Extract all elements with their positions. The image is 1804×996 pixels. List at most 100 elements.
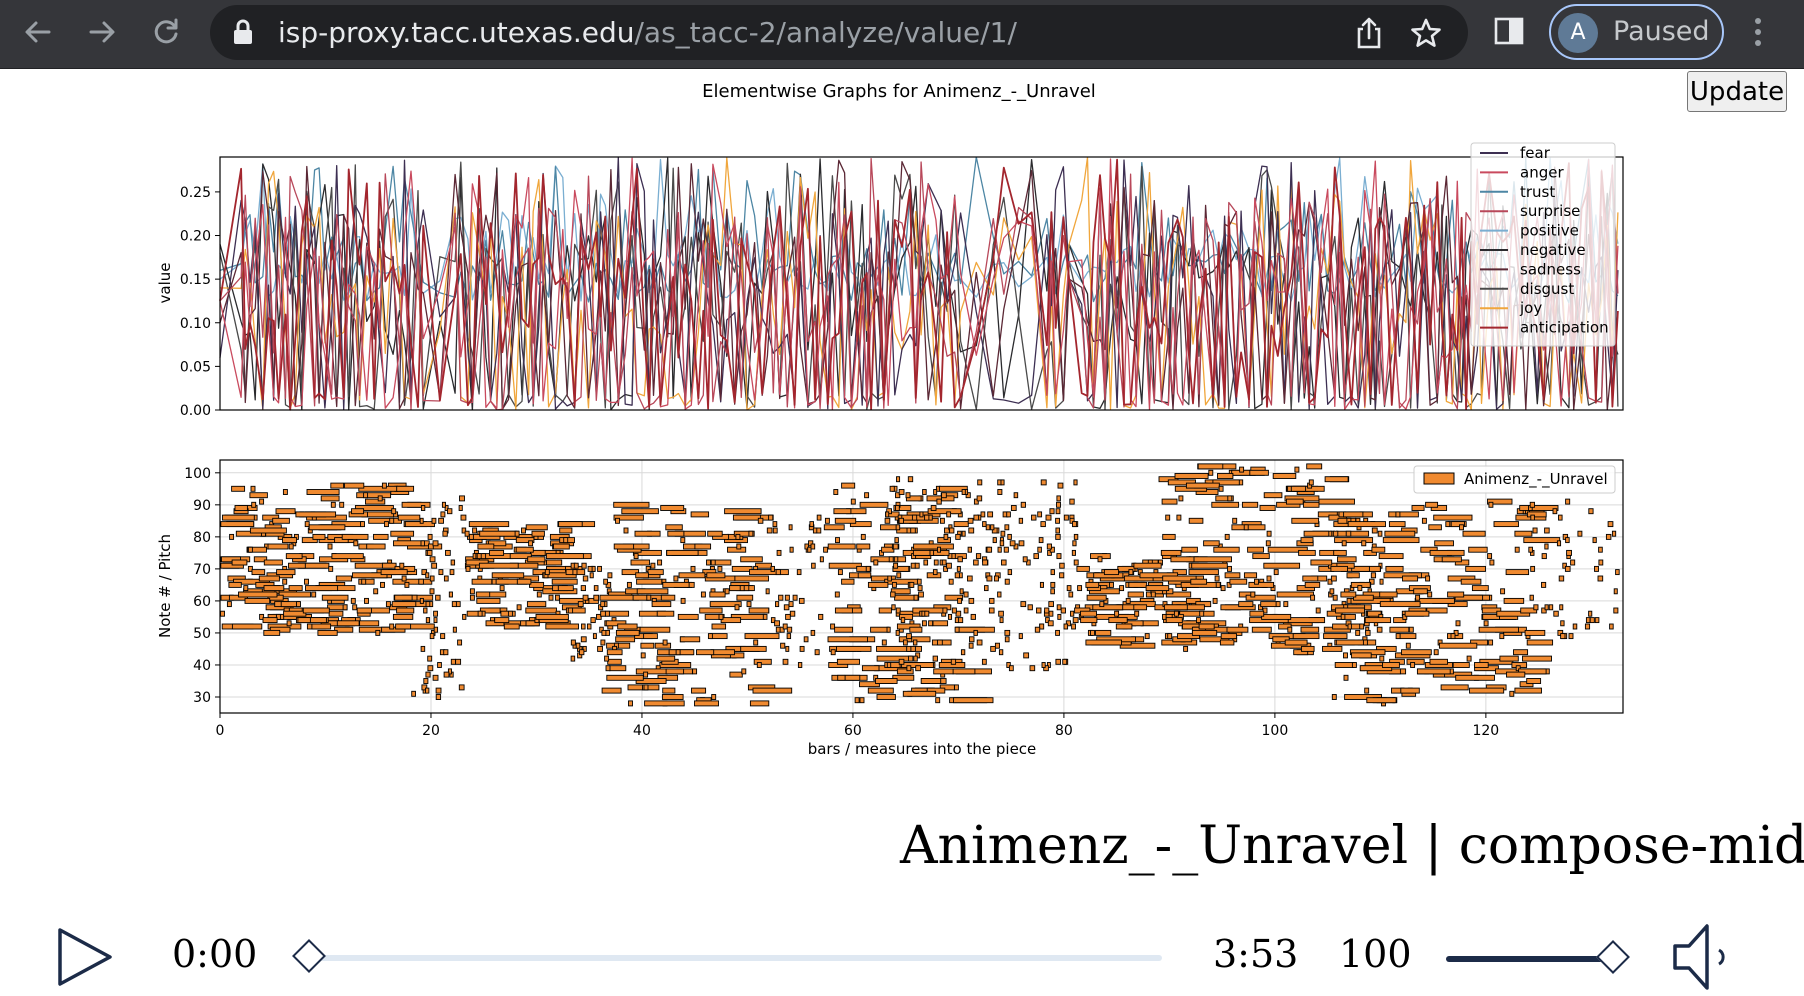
pitch-note — [650, 562, 656, 569]
pitch-note — [954, 572, 960, 579]
pitch-note — [699, 607, 723, 614]
pitch-note — [1588, 508, 1594, 515]
pitch-note — [1050, 588, 1055, 595]
mute-button[interactable] — [1672, 922, 1732, 992]
pitch-note — [1177, 633, 1200, 640]
pitch-note — [735, 533, 741, 540]
profile-button[interactable]: A Paused — [1549, 4, 1724, 60]
pitch-note — [1006, 511, 1011, 518]
pitch-note — [1191, 562, 1228, 569]
pitch-note — [1509, 690, 1515, 697]
pitch-note — [1565, 537, 1570, 544]
pitch-note — [998, 610, 1004, 617]
top-plot-frame — [219, 156, 1624, 411]
share-icon[interactable] — [1355, 17, 1383, 53]
pitch-note — [952, 668, 976, 675]
pitch-note — [1224, 572, 1241, 579]
pitch-note — [1045, 617, 1050, 624]
pitch-note — [1018, 633, 1023, 640]
pitch-note — [680, 597, 686, 604]
pitch-note — [515, 546, 534, 553]
pitch-scatter-plot: 30 40 50 60 70 80 90 100 0 20 40 60 80 100 120 Note #… — [156, 459, 1624, 758]
pitch-note — [677, 613, 699, 620]
pitch-note — [267, 543, 289, 550]
pitch-note — [278, 591, 311, 598]
address-bar[interactable]: isp-proxy.tacc.utexas.edu/as_tacc-2/anal… — [210, 5, 1468, 60]
volume-slider-thumb[interactable] — [1596, 940, 1630, 974]
volume-slider[interactable] — [1446, 956, 1606, 962]
pitch-note — [283, 610, 307, 617]
pitch-note — [458, 684, 465, 691]
pitch-note — [1290, 485, 1307, 492]
pitch-note — [438, 569, 444, 576]
pitch-note — [392, 578, 433, 585]
pitch-note — [304, 521, 310, 528]
lock-icon[interactable] — [232, 19, 254, 49]
pitch-note — [844, 674, 861, 681]
pitch-note — [833, 508, 852, 515]
emotion-series-lines — [219, 156, 1619, 411]
pitch-note — [1414, 597, 1455, 604]
pitch-note — [328, 565, 334, 572]
pitch-note — [1335, 607, 1365, 614]
play-button[interactable] — [56, 927, 114, 987]
pitch-note — [1260, 601, 1279, 608]
update-button[interactable]: Update — [1687, 71, 1787, 112]
back-arrow-icon[interactable] — [18, 12, 58, 52]
pitch-note — [960, 649, 966, 656]
pitch-note — [783, 604, 790, 611]
bottom-y-ticks: 30 40 50 60 70 80 90 100 — [184, 466, 220, 706]
pitch-note — [1033, 553, 1039, 560]
volume-value: 100 — [1339, 932, 1412, 976]
pitch-note — [1185, 482, 1220, 489]
pitch-note — [460, 514, 467, 521]
pitch-note — [867, 581, 889, 588]
pitch-note — [643, 684, 649, 691]
pitch-note — [665, 668, 685, 675]
pitch-note — [982, 559, 988, 566]
pitch-note — [1259, 505, 1276, 511]
pitch-note — [596, 613, 602, 620]
pitch-note — [870, 626, 890, 633]
pitch-note — [894, 594, 920, 601]
url-text[interactable]: isp-proxy.tacc.utexas.edu/as_tacc-2/anal… — [278, 5, 1017, 60]
seek-slider[interactable] — [306, 955, 1162, 961]
pitch-note — [334, 626, 354, 633]
pitch-note — [1179, 610, 1215, 617]
pitch-note — [1212, 597, 1218, 604]
pitch-note — [865, 565, 871, 572]
pitch-note — [577, 601, 584, 608]
pitch-note — [1089, 588, 1120, 595]
pitch-note — [706, 572, 726, 579]
pitch-note — [1050, 569, 1055, 576]
pitch-note — [247, 565, 253, 572]
seek-slider-thumb[interactable] — [292, 939, 326, 973]
more-menu-icon[interactable] — [1748, 16, 1768, 52]
pitch-note — [601, 687, 622, 694]
pitch-note — [433, 610, 438, 617]
pitch-note — [895, 492, 901, 499]
pitch-note — [973, 629, 978, 636]
pitch-note — [778, 594, 784, 601]
pitch-note — [1388, 511, 1419, 518]
reload-icon[interactable] — [146, 12, 186, 52]
pitch-note — [1526, 639, 1554, 646]
side-panel-icon[interactable] — [1494, 16, 1524, 50]
pitch-note — [903, 639, 908, 646]
pitch-note — [766, 527, 773, 534]
pitch-note — [841, 578, 855, 585]
pitch-note — [447, 668, 452, 675]
pitch-note — [860, 533, 866, 540]
pitch-note — [1505, 569, 1530, 576]
star-icon[interactable] — [1410, 17, 1442, 53]
pitch-note — [1331, 694, 1337, 700]
pitch-note — [607, 658, 622, 665]
pitch-note — [967, 517, 974, 524]
pitch-note — [321, 594, 349, 601]
pitch-note — [590, 617, 596, 624]
pitch-note — [437, 662, 442, 668]
pitch-note — [509, 553, 532, 560]
forward-arrow-icon[interactable] — [82, 12, 122, 52]
pitch-note — [282, 537, 298, 544]
pitch-note — [711, 623, 727, 630]
